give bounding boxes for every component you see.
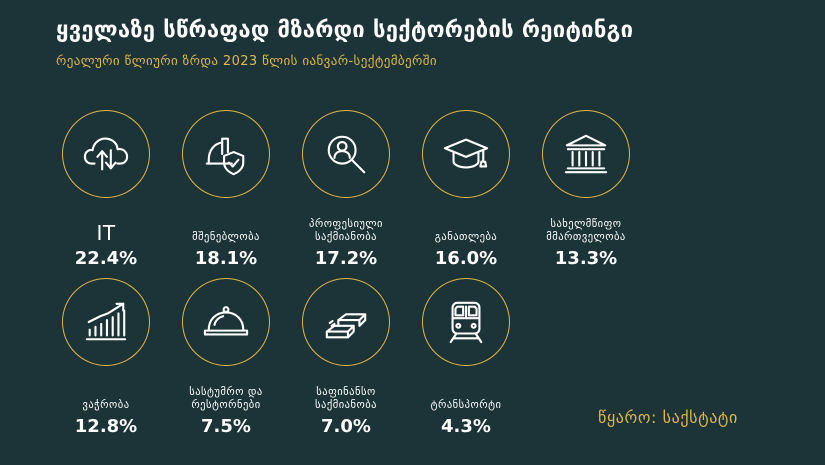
sector-icon-circle — [182, 278, 270, 366]
sector-public-admin: სახელმწიფო მმართველობა 13.3% — [526, 110, 646, 269]
sector-icon-circle — [182, 110, 270, 198]
sector-value: 7.0% — [321, 416, 371, 437]
train-icon — [449, 301, 483, 344]
sector-label: მშენებლობა — [192, 231, 260, 243]
sector-icon-circle — [302, 110, 390, 198]
page-subtitle: რეალური წლიური ზრდა 2023 წლის იანვარ-სექ… — [56, 54, 438, 69]
cloud-sync-icon — [83, 137, 129, 171]
sector-label: საფინანსო საქმიანობა — [315, 386, 377, 411]
sector-label: ტრანსპორტი — [430, 399, 502, 411]
sector-label: პროფესიული საქმიანობა — [309, 218, 383, 243]
sector-icon-circle — [422, 110, 510, 198]
sector-icon-circle — [302, 278, 390, 366]
sector-value: 22.4% — [74, 248, 138, 269]
sector-hospitality: სასტუმრო და რესტორნები 7.5% — [166, 278, 286, 437]
sector-value: 13.3% — [554, 248, 618, 269]
food-cloche-icon — [203, 306, 249, 336]
sector-icon-circle — [62, 278, 150, 366]
sector-label: სასტუმრო და რესტორნები — [189, 386, 263, 411]
sector-value: 16.0% — [434, 248, 498, 269]
source-note: წყარო: საქსტატი — [598, 408, 738, 427]
sector-label: სახელმწიფო მმართველობა — [546, 218, 626, 243]
sector-education: განათლება 16.0% — [406, 110, 526, 269]
growth-bar-chart-icon — [85, 302, 127, 341]
sector-it: IT 22.4% — [46, 110, 166, 269]
sector-label: განათლება — [434, 231, 498, 243]
sector-transport: ტრანსპორტი 4.3% — [406, 278, 526, 437]
sector-label: ვაჭრობა — [82, 399, 130, 411]
sector-icon-circle — [62, 110, 150, 198]
sector-construction: მშენებლობა 18.1% — [166, 110, 286, 269]
government-building-icon — [564, 134, 608, 174]
sector-professional: პროფესიული საქმიანობა 17.2% — [286, 110, 406, 269]
sector-value: 7.5% — [201, 416, 251, 437]
sector-value: 18.1% — [194, 248, 258, 269]
sector-finance: საფინანსო საქმიანობა 7.0% — [286, 278, 406, 437]
page-title: ყველაზე სწრაფად მზარდი სექტორების რეიტინ… — [56, 18, 634, 43]
gold-bars-icon — [325, 313, 367, 339]
sector-label: IT — [96, 221, 116, 245]
hardhat-shield-icon — [205, 137, 245, 176]
graduation-cap-icon — [443, 138, 489, 169]
sector-value: 12.8% — [74, 416, 138, 437]
sector-icon-circle — [542, 110, 630, 198]
sector-trade: ვაჭრობა 12.8% — [46, 278, 166, 437]
sector-value: 17.2% — [314, 248, 378, 269]
magnifier-person-icon — [327, 135, 366, 174]
sector-value: 4.3% — [441, 416, 491, 437]
sector-icon-circle — [422, 278, 510, 366]
